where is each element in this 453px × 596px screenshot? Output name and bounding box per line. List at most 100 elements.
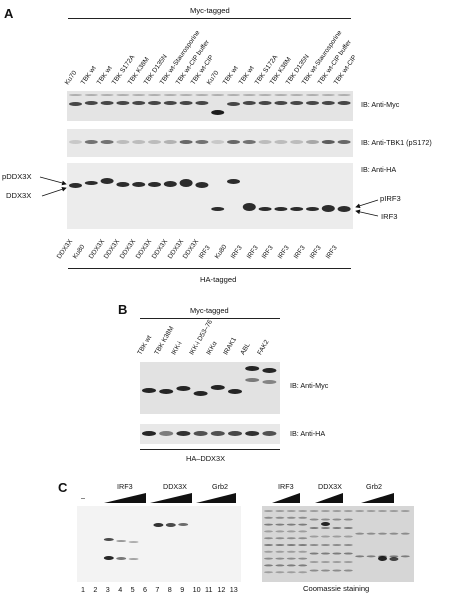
- band-a1-10: [227, 102, 240, 106]
- band-a1-15: [306, 101, 319, 105]
- panel-a-top-lane-1: TBK wt: [79, 64, 98, 87]
- band-c2-8-2: [355, 555, 365, 558]
- band-a2-16: [321, 140, 335, 144]
- band-a1-17: [337, 101, 351, 105]
- band-a3-10: [227, 179, 240, 184]
- band-c2-grb2-main: [378, 556, 387, 561]
- band-c2-8-1: [355, 532, 365, 535]
- panel-a-bottom-lane-14: IRF3: [276, 244, 291, 261]
- band-c2-2-2: [286, 523, 296, 526]
- band-c2-7-0: [343, 510, 353, 512]
- band-c2-11-0: [389, 510, 399, 512]
- panel-a-blot-tbk1: [67, 129, 353, 157]
- panel-a-bottom-lane-12: IRF3: [245, 244, 260, 261]
- band-c2-4-3: [309, 535, 319, 538]
- panel-b-label-myc: IB: Anti-Myc: [290, 381, 329, 390]
- band-a1-top-2: [100, 94, 114, 96]
- band-b1-7: [262, 368, 277, 373]
- band-c2-2-4: [286, 537, 296, 540]
- panel-c-lane-number-7: 7: [155, 585, 160, 594]
- band-c2-2-0: [286, 510, 296, 512]
- panel-b-myc-tagged-label: Myc-tagged: [190, 306, 229, 315]
- band-b2-0: [142, 431, 156, 436]
- panel-a-top-lane-11: TBK wt: [237, 64, 256, 87]
- band-c2-0-1: [264, 516, 273, 519]
- band-a3-16: [321, 205, 335, 212]
- panel-c-coomassie-gel: [262, 506, 414, 582]
- band-c1-irf3-5-lower: [128, 558, 139, 560]
- band-c2-6-4: [332, 544, 342, 546]
- panel-b-letter: B: [118, 302, 128, 317]
- band-c2-10-1: [378, 532, 387, 535]
- band-b1-6: [245, 366, 260, 371]
- band-a1-top-11: [242, 94, 256, 96]
- band-c2-2-6: [286, 550, 296, 553]
- band-b2-7: [262, 431, 277, 436]
- band-c1-irf3-3-upper: [103, 538, 114, 541]
- band-a3-11: [242, 203, 256, 211]
- band-a3-0: [69, 183, 82, 188]
- band-c2-2-7: [286, 557, 296, 560]
- band-c2-5-4: [321, 544, 330, 546]
- band-c2-0-2: [264, 523, 273, 526]
- band-c2-2-5: [286, 544, 296, 546]
- panel-b-label-ha: IB: Anti-HA: [290, 429, 326, 438]
- band-c2-0-5: [264, 544, 273, 546]
- band-b1-3: [193, 391, 208, 396]
- band-c2-12-0: [400, 510, 410, 512]
- band-a1-7: [179, 101, 193, 105]
- band-a2-0: [69, 140, 82, 144]
- band-c2-7-7: [343, 569, 353, 572]
- band-c1-ddx3x-7: [153, 523, 164, 527]
- panel-a-letter: A: [4, 6, 14, 21]
- panel-c-lane-number-8: 8: [167, 585, 172, 594]
- panel-b-lane-4: IKKα: [205, 340, 219, 357]
- band-c2-1-0: [275, 510, 285, 512]
- panel-c-lane-number-11: 11: [205, 585, 213, 594]
- band-c2-grb2-main2: [389, 557, 399, 561]
- band-a1-top-12: [258, 94, 272, 96]
- panel-b-ha-ddx3x-label: HA–DDX3X: [186, 454, 226, 463]
- band-a3-13: [274, 207, 288, 211]
- coomassie-wedge-irf3: [272, 493, 300, 503]
- band-b2-4: [210, 431, 225, 436]
- band-c2-ddx3x-main: [321, 522, 330, 526]
- panel-c-group-irf3: IRF3: [117, 482, 133, 491]
- band-a2-13: [274, 140, 288, 144]
- band-c2-6-1: [332, 518, 342, 521]
- panel-c-lane-number-3: 3: [105, 585, 110, 594]
- panel-a-blot-myc: [67, 91, 353, 121]
- band-a2-2: [100, 140, 114, 144]
- band-c2-6-7: [332, 569, 342, 572]
- band-a1-top-5: [148, 94, 161, 96]
- panel-a-bottom-lane-6: DDX3X: [150, 238, 169, 261]
- band-c2-7-2: [343, 527, 353, 529]
- band-a1-top-6: [163, 94, 177, 96]
- band-a3-15: [306, 207, 319, 211]
- band-a2-15: [306, 140, 319, 144]
- band-a2-14: [290, 140, 304, 144]
- panel-c-letter: C: [58, 480, 68, 495]
- wedge-grb2: [196, 493, 236, 503]
- band-c2-7-6: [343, 561, 353, 563]
- band-c2-7-4: [343, 544, 353, 546]
- band-c2-4-6: [309, 561, 319, 563]
- band-b2-2: [176, 431, 191, 436]
- panel-b-lane-7: FAK2: [256, 338, 271, 357]
- coomassie-group-grb2: Grb2: [366, 482, 382, 491]
- band-c2-2-1: [286, 516, 296, 519]
- band-c2-11-1: [389, 532, 399, 535]
- band-c2-6-6: [332, 561, 342, 563]
- band-c2-3-3: [298, 530, 308, 533]
- band-c2-5-3: [321, 535, 330, 538]
- panel-a-bottom-lane-13: IRF3: [261, 244, 276, 261]
- band-c2-4-4: [309, 544, 319, 546]
- band-c2-1-6: [275, 550, 285, 553]
- marker-ddx3x: DDX3X: [6, 191, 32, 200]
- band-c2-0-4: [264, 537, 273, 540]
- panel-c-lane-number-2: 2: [93, 585, 98, 594]
- band-a1-16: [321, 101, 335, 105]
- panel-a-bottom-lane-0: DDX3X: [55, 238, 75, 261]
- band-a1-11: [242, 101, 256, 105]
- coomassie-group-irf3: IRF3: [278, 482, 294, 491]
